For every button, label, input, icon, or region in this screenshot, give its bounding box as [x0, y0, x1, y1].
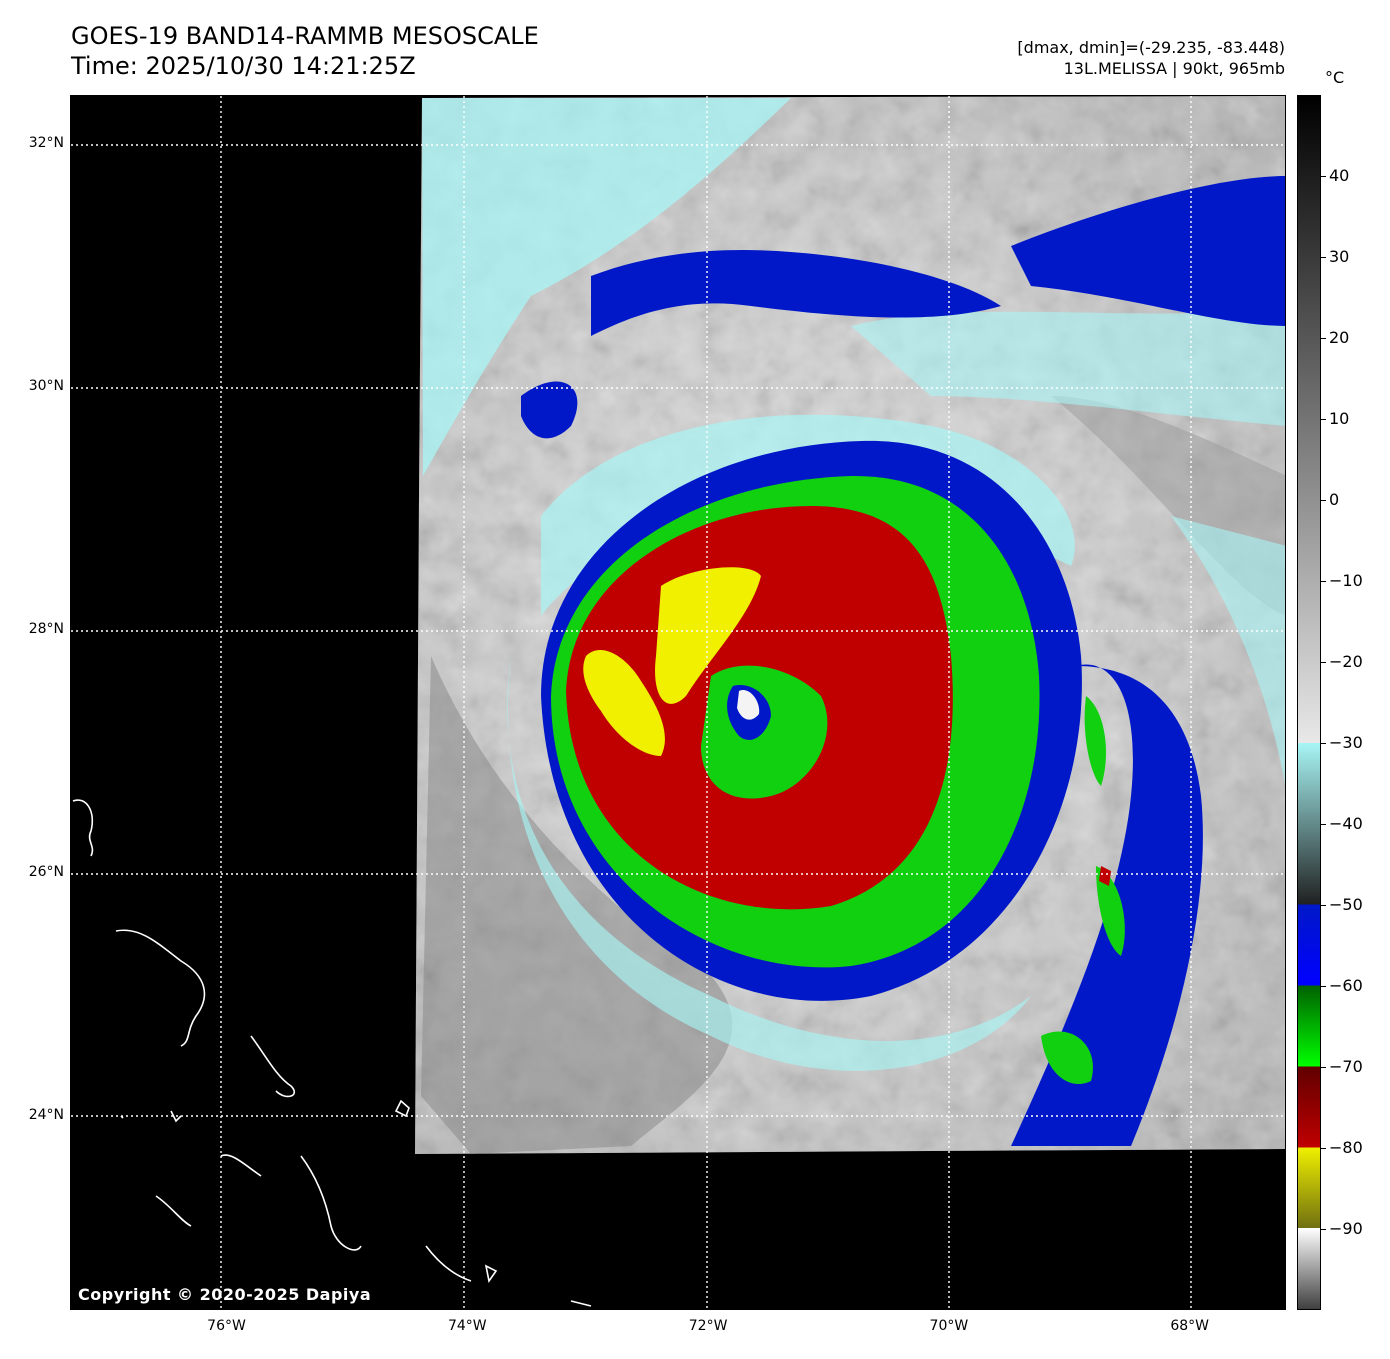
ir-imagery [71, 96, 1285, 1309]
data-range-info: [dmax, dmin]=(-29.235, -83.448) [1017, 38, 1285, 57]
colorbar-tick-label-4: 0 [1329, 490, 1340, 509]
lon-label-1: 74°W [447, 1318, 487, 1334]
lat-label-1: 30°N [28, 377, 64, 394]
lat-label-3: 26°N [28, 863, 64, 880]
colorbar-tick-mark-8 [1321, 824, 1326, 825]
storm-info: 13L.MELISSA | 90kt, 965mb [1063, 59, 1285, 78]
colorbar-tick-label-12: −80 [1329, 1138, 1363, 1157]
coastlines [72, 799, 592, 1307]
colorbar-tick-label-0: 40 [1329, 166, 1350, 185]
lat-label-0: 32°N [28, 134, 64, 151]
colorbar-tick-label-8: −40 [1329, 814, 1363, 833]
colorbar-tick-label-10: −60 [1329, 976, 1363, 995]
colorbar-tick-label-6: −20 [1329, 652, 1363, 671]
colorbar-tick-label-7: −30 [1329, 733, 1363, 752]
lon-label-3: 70°W [929, 1318, 969, 1334]
colorbar [1297, 95, 1321, 1310]
colorbar-tick-mark-7 [1321, 743, 1326, 744]
lat-label-2: 28°N [28, 620, 64, 637]
colorbar-tick-mark-13 [1321, 1229, 1326, 1230]
colorbar-tick-label-5: −10 [1329, 571, 1363, 590]
colorbar-tick-mark-3 [1321, 419, 1326, 420]
lon-label-4: 68°W [1170, 1318, 1209, 1334]
colorbar-tick-label-11: −70 [1329, 1057, 1363, 1076]
colorbar-tick-mark-6 [1321, 662, 1326, 663]
colorbar-tick-mark-0 [1321, 176, 1326, 177]
colorbar-tick-label-3: 10 [1329, 409, 1350, 428]
copyright-text: Copyright © 2020-2025 Dapiya [78, 1285, 372, 1304]
colorbar-tick-mark-2 [1321, 338, 1326, 339]
satellite-map: Copyright © 2020-2025 Dapiya [70, 95, 1286, 1310]
lat-label-4: 24°N [28, 1106, 64, 1123]
colorbar-tick-mark-5 [1321, 581, 1326, 582]
lon-label-2: 72°W [688, 1318, 728, 1334]
colorbar-tick-mark-1 [1321, 257, 1326, 258]
colorbar-tick-mark-11 [1321, 1067, 1326, 1068]
title-line-2: Time: 2025/10/30 14:21:25Z [71, 52, 416, 80]
colorbar-tick-label-13: −90 [1329, 1219, 1363, 1238]
lon-label-0: 76°W [207, 1318, 246, 1334]
colorbar-tick-mark-9 [1321, 905, 1326, 906]
colorbar-tick-mark-4 [1321, 500, 1326, 501]
colorbar-tick-label-2: 20 [1329, 328, 1350, 347]
colorbar-tick-label-9: −50 [1329, 895, 1363, 914]
imagery-swath [415, 96, 1285, 1154]
colorbar-tick-label-1: 30 [1329, 247, 1350, 266]
colorbar-unit: °C [1325, 68, 1345, 87]
title-line-1: GOES-19 BAND14-RAMMB MESOSCALE [71, 22, 539, 50]
colorbar-tick-mark-12 [1321, 1148, 1326, 1149]
colorbar-tick-mark-10 [1321, 986, 1326, 987]
